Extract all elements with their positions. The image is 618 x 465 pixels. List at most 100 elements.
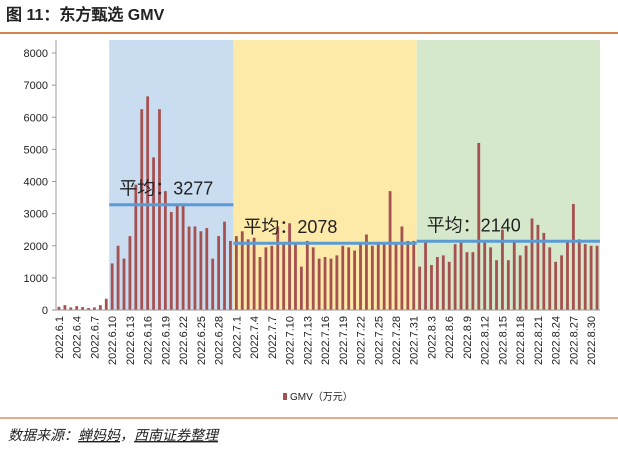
y-tick-label: 7000 bbox=[24, 80, 48, 92]
bar bbox=[205, 228, 209, 310]
bar bbox=[305, 240, 309, 310]
bar bbox=[69, 307, 73, 310]
x-tick-label: 2022.8.12 bbox=[480, 316, 492, 365]
source-prefix: 数据来源： bbox=[8, 428, 78, 444]
bar bbox=[234, 236, 238, 310]
x-tick-label: 2022.7.4 bbox=[249, 316, 261, 359]
bar bbox=[276, 226, 280, 310]
bar bbox=[122, 258, 126, 310]
bar bbox=[353, 250, 357, 310]
x-tick-label: 2022.6.16 bbox=[143, 316, 155, 365]
x-tick-label: 2022.6.7 bbox=[89, 316, 101, 359]
bar bbox=[441, 255, 445, 310]
average-label: 平均：3277 bbox=[119, 179, 213, 199]
x-tick-label: 2022.7.10 bbox=[285, 316, 297, 365]
bar bbox=[152, 157, 155, 310]
bar bbox=[583, 244, 587, 310]
bar bbox=[447, 261, 451, 310]
bar bbox=[294, 244, 297, 310]
x-tick-label: 2022.6.22 bbox=[178, 316, 190, 365]
y-tick-label: 0 bbox=[42, 305, 48, 317]
bar bbox=[81, 307, 85, 310]
bar bbox=[323, 256, 327, 310]
x-tick-label: 2022.6.4 bbox=[72, 316, 84, 359]
x-tick-label: 2022.7.28 bbox=[391, 316, 403, 365]
bar bbox=[110, 263, 114, 310]
x-tick-label: 2022.6.28 bbox=[214, 316, 226, 365]
bar bbox=[589, 245, 593, 310]
bar bbox=[542, 232, 546, 310]
average-label: 平均：2140 bbox=[427, 215, 521, 235]
bar bbox=[347, 247, 351, 310]
bar bbox=[311, 247, 315, 310]
x-tick-label: 2022.7.19 bbox=[338, 316, 350, 365]
source-separator: ， bbox=[120, 428, 134, 444]
bar bbox=[187, 226, 191, 310]
bar bbox=[512, 240, 516, 310]
bar bbox=[577, 239, 581, 310]
x-tick-label: 2022.7.22 bbox=[356, 316, 368, 365]
bar bbox=[524, 245, 528, 310]
x-tick-label: 2022.6.10 bbox=[107, 316, 119, 365]
source: 数据来源：蝉妈妈，西南证券整理 bbox=[8, 428, 220, 444]
bar bbox=[175, 205, 179, 310]
bar bbox=[93, 307, 96, 310]
bar bbox=[453, 244, 457, 310]
bar bbox=[365, 234, 368, 310]
bar bbox=[329, 258, 333, 310]
bar bbox=[376, 244, 380, 310]
chart-title: 图 11：东方甄选 GMV bbox=[6, 5, 165, 24]
bar bbox=[495, 260, 498, 310]
bar bbox=[548, 247, 552, 310]
bar bbox=[536, 224, 540, 310]
bar bbox=[465, 252, 469, 310]
bar bbox=[75, 306, 79, 310]
bar bbox=[317, 258, 321, 310]
x-tick-label: 2022.8.24 bbox=[551, 316, 563, 365]
bar bbox=[595, 245, 599, 310]
x-tick-label: 2022.7.1 bbox=[231, 316, 243, 359]
bar bbox=[483, 242, 487, 310]
bar bbox=[560, 255, 563, 310]
bar bbox=[554, 261, 558, 310]
bar bbox=[477, 142, 481, 310]
bar bbox=[388, 191, 392, 310]
bar bbox=[240, 231, 244, 310]
bar bbox=[418, 266, 422, 310]
x-tick-label: 2022.7.13 bbox=[302, 316, 314, 365]
bar bbox=[252, 237, 256, 310]
bar bbox=[199, 231, 203, 310]
bar bbox=[63, 305, 67, 310]
source-name: 西南证券整理 bbox=[134, 428, 220, 444]
bar bbox=[370, 245, 374, 310]
y-tick-label: 5000 bbox=[24, 144, 48, 156]
bar bbox=[406, 240, 410, 310]
legend-label: GMV（万元） bbox=[290, 391, 353, 403]
bar bbox=[435, 256, 439, 310]
x-tick-label: 2022.7.7 bbox=[267, 316, 279, 359]
x-tick-label: 2022.7.16 bbox=[320, 316, 332, 365]
legend-swatch bbox=[283, 393, 287, 400]
bar bbox=[140, 109, 144, 310]
bar bbox=[104, 298, 108, 310]
bar bbox=[382, 242, 386, 310]
bar bbox=[158, 109, 161, 310]
bar bbox=[299, 266, 303, 310]
bar bbox=[264, 247, 268, 310]
x-tick-label: 2022.8.3 bbox=[426, 316, 438, 359]
y-tick-label: 4000 bbox=[24, 177, 48, 189]
bar bbox=[229, 240, 232, 310]
bar bbox=[163, 191, 167, 310]
bar bbox=[223, 221, 226, 310]
bar bbox=[57, 306, 61, 310]
x-tick-label: 2022.7.31 bbox=[409, 316, 421, 365]
bar bbox=[489, 247, 493, 310]
bar bbox=[341, 245, 345, 310]
bar bbox=[98, 305, 102, 310]
bar bbox=[566, 240, 569, 310]
x-tick-label: 2022.8.21 bbox=[533, 316, 545, 365]
bar bbox=[530, 218, 534, 310]
bar bbox=[506, 260, 510, 310]
x-tick-label: 2022.6.1 bbox=[54, 316, 66, 359]
